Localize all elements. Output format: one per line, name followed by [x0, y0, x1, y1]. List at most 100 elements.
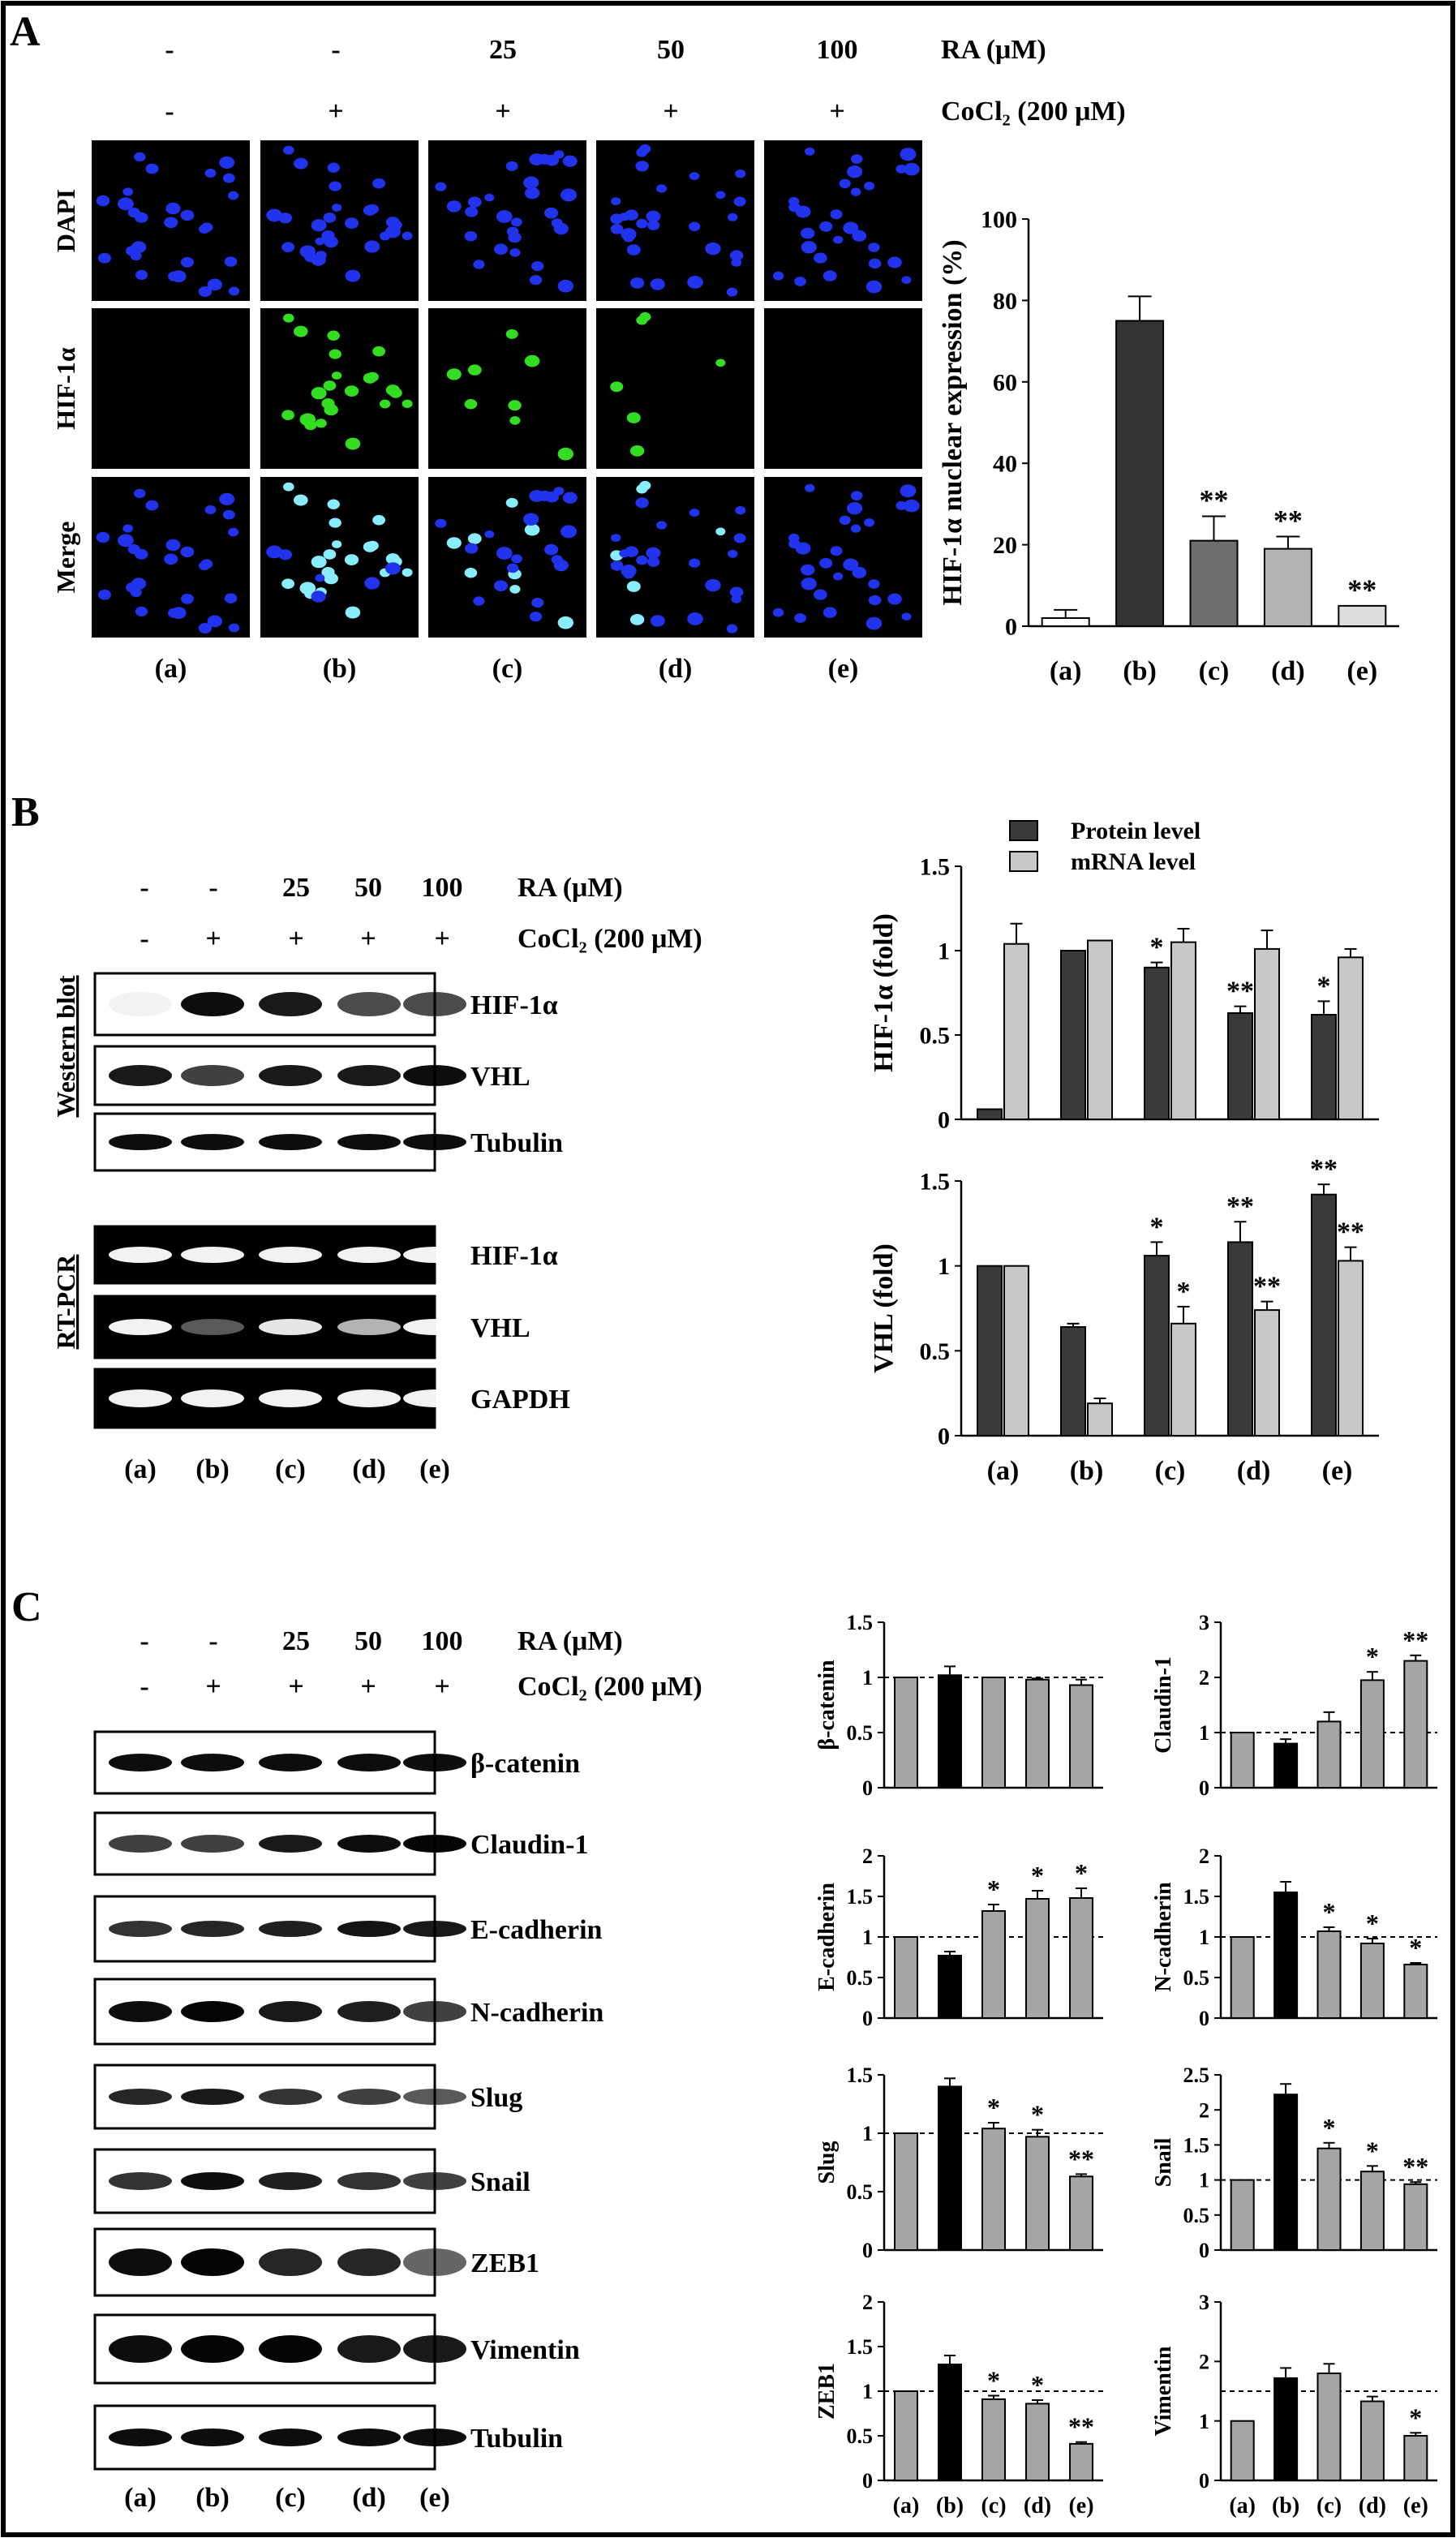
c-blot-lane-label: (e) [419, 2483, 450, 2513]
data-bar [1403, 1660, 1428, 1789]
y-axis-label: Claudin-1 [1151, 1656, 1176, 1754]
ra-value: - [208, 1626, 217, 1656]
nucleus-dot [822, 270, 837, 281]
nucleus-dot [131, 241, 147, 254]
data-bar [1338, 956, 1364, 1121]
nucleus-dot [281, 242, 294, 253]
significance-marker: * [1150, 933, 1164, 963]
c-blot-strip [93, 1895, 466, 1963]
blot-lane-label: (d) [352, 1454, 386, 1484]
c-chart-vimentin: 0 1 2 3 Vimentin * (a) (b) (c) (d) (e) [1151, 2291, 1437, 2519]
hif-signal-dot [467, 364, 482, 376]
data-bar [1087, 939, 1113, 1120]
blot-band [337, 1134, 401, 1150]
nucleus-dot [551, 218, 563, 228]
data-bar [894, 1677, 918, 1789]
cocl2-value: - [140, 1672, 148, 1702]
hif-signal-dot [294, 325, 308, 337]
micrograph-tile [428, 140, 586, 301]
nucleus-dot [364, 577, 380, 590]
nucleus-dot [705, 578, 721, 592]
nucleus-dot [200, 559, 213, 569]
nucleus-dot [531, 261, 544, 272]
nucleus-dot [562, 492, 578, 504]
blot-band [259, 1134, 322, 1150]
blot-band [403, 1921, 466, 1937]
blot-band [181, 1921, 244, 1937]
y-tick-label: 1 [1199, 2410, 1209, 2433]
x-tick-label: (c) [1155, 1456, 1186, 1486]
hif-signal-dot [508, 400, 522, 411]
nucleus-dot [505, 161, 518, 171]
significance-marker: * [1366, 1642, 1379, 1671]
nucleus-dot [833, 572, 844, 581]
significance-marker: * [1409, 2403, 1422, 2432]
nucleus-dot [689, 509, 700, 517]
nucleus-dot [294, 157, 308, 170]
nucleus-dot [733, 196, 746, 207]
nucleus-dot [207, 615, 222, 628]
hif-signal-dot [363, 372, 377, 384]
nucleus-dot [180, 593, 194, 604]
blot-band [337, 1754, 401, 1771]
ra-value: 25 [489, 35, 517, 65]
significance-marker: ** [1273, 505, 1303, 537]
data-bar [894, 2132, 918, 2251]
nucleus-dot [801, 564, 815, 576]
wb-strip [93, 1112, 466, 1172]
c-blot-strip [93, 2404, 466, 2471]
blot-band [403, 992, 466, 1016]
nucleus-dot [650, 615, 665, 627]
pcr-band-label: GAPDH [470, 1385, 570, 1415]
x-tick-label: (d) [1237, 1456, 1271, 1486]
nucleus-dot [97, 252, 111, 264]
nucleus-dot [729, 586, 744, 598]
micrograph-tile [260, 140, 419, 301]
y-tick-label: 1.5 [847, 2335, 874, 2359]
hif-signal-dot [639, 311, 651, 322]
nucleus-dot [511, 217, 522, 227]
pcr-strip [93, 1368, 466, 1429]
data-bar [1025, 1678, 1050, 1789]
gel-band [337, 1247, 401, 1263]
blot-band [109, 1754, 172, 1771]
data-bar [1230, 1732, 1255, 1789]
y-tick-label: 2 [862, 1844, 873, 1868]
gel-band [403, 1247, 466, 1263]
nucleus-dot [145, 500, 159, 511]
cocl2-value: + [288, 1672, 303, 1702]
hif-signal-dot [311, 387, 327, 400]
c-chart-n-cadherin: 0 0.5 1 1.5 2 N-cadherin * * * [1151, 1844, 1437, 2030]
hif-signal-dot [332, 371, 342, 380]
y-tick-label: 1.5 [847, 1611, 874, 1634]
x-tick-label: (b) [1272, 2493, 1299, 2519]
c-blot-strip [93, 2063, 466, 2130]
nucleus-dot [887, 593, 902, 605]
nucleus-dot [135, 606, 148, 617]
panel-c-letter: C [11, 1584, 42, 1630]
nucleus-dot [623, 233, 634, 243]
blot-band [259, 992, 322, 1016]
y-tick-label: 0 [862, 2239, 873, 2262]
nucleus-dot [168, 608, 181, 618]
c-blot-strip [93, 2313, 466, 2385]
y-tick-label: 1 [938, 1253, 950, 1280]
nucleus-dot [135, 269, 148, 280]
gel-band [403, 1319, 466, 1335]
blot-band [181, 2001, 244, 2022]
micrograph-tile [92, 308, 250, 469]
blot-band [259, 1921, 322, 1937]
nucleus-dot [635, 497, 649, 509]
y-tick-label: 0 [938, 1107, 950, 1134]
pcr-strip [93, 1295, 466, 1359]
nucleus-dot [134, 152, 146, 162]
gel-band [337, 1319, 401, 1335]
data-bar [981, 2398, 1006, 2481]
y-tick-label: 0 [1199, 2469, 1209, 2493]
hif-signal-dot [323, 380, 337, 391]
data-bar [1359, 2171, 1385, 2251]
significance-marker: * [1323, 2113, 1336, 2142]
hif-signal-dot [509, 416, 521, 425]
x-tick-label: (c) [1316, 2493, 1342, 2519]
